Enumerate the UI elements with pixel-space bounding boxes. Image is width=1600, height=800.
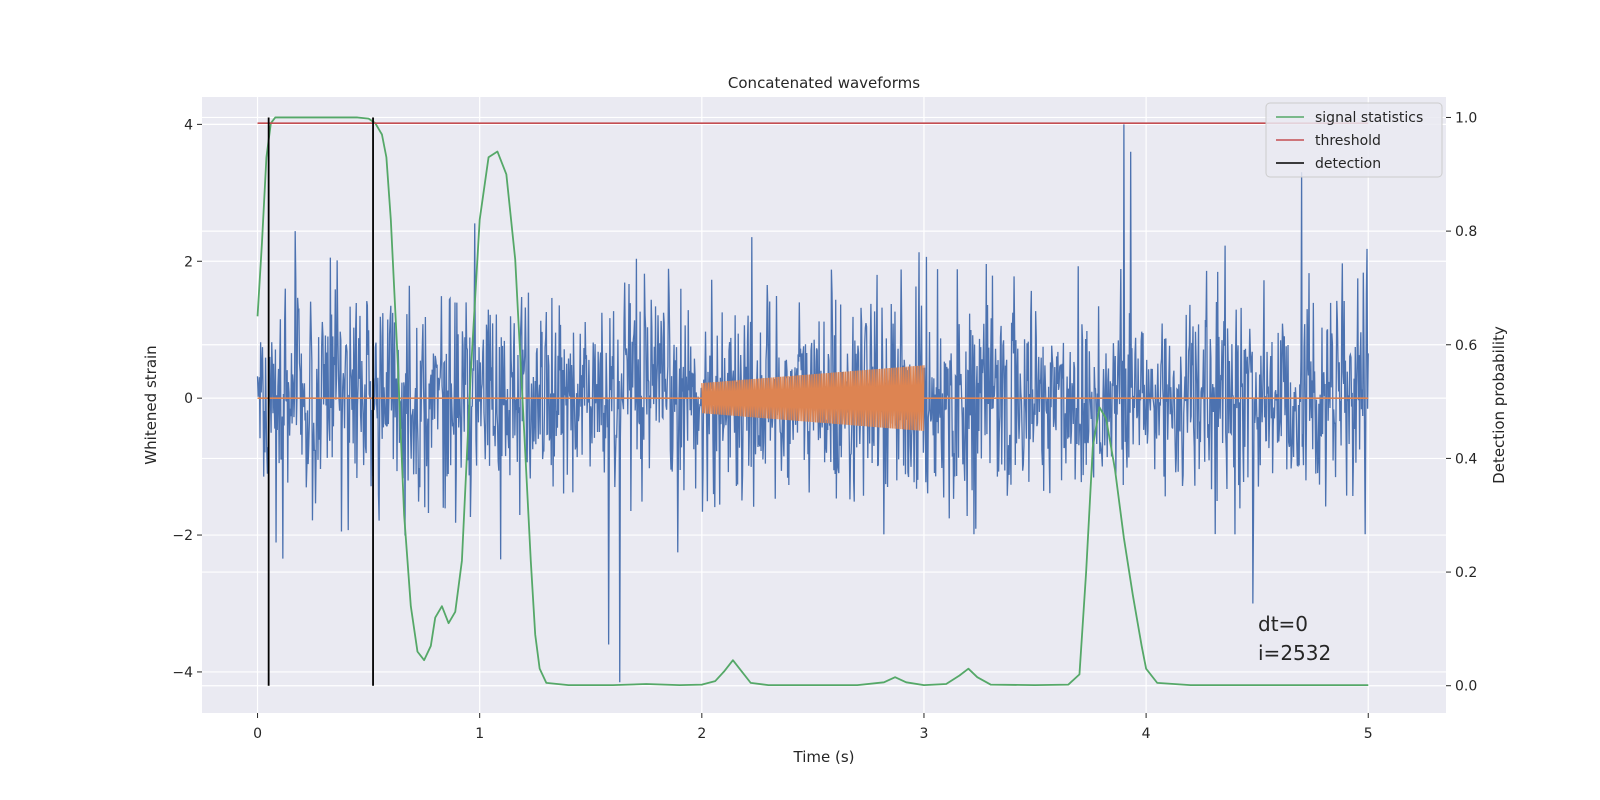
y2-tick-label-1: 0.2 <box>1455 565 1477 581</box>
y2-tick-label-4: 0.8 <box>1455 224 1477 240</box>
signal-statistics-line <box>256 116 1369 687</box>
legend-label-signal: signal statistics <box>1315 110 1423 126</box>
injection-chirp <box>701 365 925 431</box>
axis-ticks: 0 1 2 3 4 5 −4 −2 0 2 4 0.0 0.2 0.4 0.6 0.8 1.0 <box>172 110 1477 742</box>
x-tick-label-3: 3 <box>920 726 929 742</box>
chart-title: Concatenated waveforms <box>728 74 920 92</box>
injection-series <box>257 365 1369 431</box>
y2-axis-label: Detection probability <box>1490 326 1508 484</box>
legend-label-threshold: threshold <box>1315 133 1381 149</box>
legend: signal statistics threshold detection <box>1265 102 1443 178</box>
legend-box <box>1265 102 1443 178</box>
annotation-dt: dt=0 <box>1258 612 1308 636</box>
x-tick-label-2: 2 <box>697 726 706 742</box>
y-tick-label-4: 4 <box>184 117 193 133</box>
y2-tick-label-2: 0.4 <box>1455 451 1477 467</box>
signal-statistics-series <box>256 116 1369 687</box>
x-axis-label: Time (s) <box>793 748 855 766</box>
y2-tick-label-0: 0.0 <box>1455 679 1477 695</box>
x-tick-label-4: 4 <box>1142 726 1151 742</box>
y-tick-label-3: 2 <box>184 254 193 270</box>
y2-tick-label-5: 1.0 <box>1455 110 1477 126</box>
x-tick-label-5: 5 <box>1364 726 1373 742</box>
x-tick-label-1: 1 <box>475 726 484 742</box>
annotation-index: i=2532 <box>1258 641 1331 665</box>
legend-label-detection: detection <box>1315 156 1381 172</box>
x-tick-label-0: 0 <box>253 726 262 742</box>
y-tick-label-1: −2 <box>172 528 193 544</box>
y-tick-label-2: 0 <box>184 391 193 407</box>
y2-tick-label-3: 0.6 <box>1455 338 1477 354</box>
y-axis-label: Whitened strain <box>142 345 160 464</box>
y-tick-label-0: −4 <box>172 665 193 681</box>
detection-series <box>267 117 374 686</box>
